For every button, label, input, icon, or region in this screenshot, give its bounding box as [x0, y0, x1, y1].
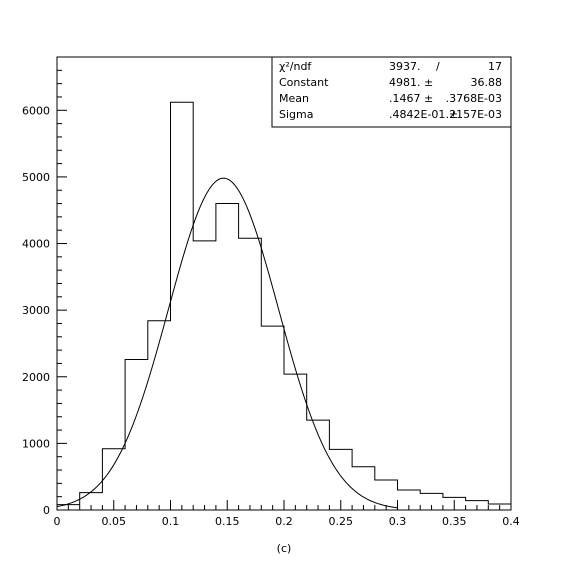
x-tick-label: 0.05 [102, 515, 127, 528]
histogram-bin [171, 102, 194, 510]
stats-error: .2157E-03 [446, 108, 502, 121]
stats-separator: / [436, 60, 440, 73]
histogram-bin [216, 204, 239, 510]
x-tick-label: 0 [54, 515, 61, 528]
x-tick-label: 0.35 [442, 515, 467, 528]
stats-label: Sigma [279, 108, 313, 121]
x-tick-label: 0.2 [275, 515, 293, 528]
stats-label: Mean [279, 92, 309, 105]
histogram-bin [193, 241, 216, 510]
y-tick-label: 5000 [22, 171, 50, 184]
histogram-bin [102, 449, 125, 510]
fit-stats-box: χ²/ndf 3937. / 17 Constant 4981. ± 36.88 Mean .1… [271, 56, 512, 128]
y-tick-label: 2000 [22, 371, 50, 384]
stats-value: .4842E-01 ± [389, 108, 458, 121]
histogram-bin [466, 501, 489, 510]
histogram-bin [80, 493, 103, 510]
histogram-bin [352, 467, 375, 510]
stats-box-frame [271, 56, 512, 128]
stats-label: χ²/ndf [279, 60, 312, 73]
stats-error: 36.88 [471, 76, 503, 89]
y-tick-label: 0 [43, 504, 50, 517]
stats-label: Constant [279, 76, 329, 89]
y-tick-label: 1000 [22, 437, 50, 450]
stats-value: 4981. ± [389, 76, 433, 89]
gaussian-fit [56, 177, 398, 509]
stats-error: 17 [488, 60, 502, 73]
y-tick-label: 4000 [22, 238, 50, 251]
x-tick-label: 0.4 [502, 515, 520, 528]
stats-error: .3768E-03 [446, 92, 502, 105]
histogram-bin [488, 504, 511, 510]
histogram-bin [420, 493, 443, 510]
y-tick-label: 6000 [22, 104, 50, 117]
stats-value: 3937. [389, 60, 421, 73]
x-tick-label: 0.25 [329, 515, 354, 528]
axes: 0 0.05 0.1 0.15 0.2 0.25 0.3 0.35 0.4 0 1000 2000 30… [22, 56, 520, 528]
histogram-outline [56, 101, 512, 510]
histogram [56, 101, 512, 510]
x-tick-label: 0.1 [162, 515, 180, 528]
histogram-bin [398, 490, 421, 510]
histogram-bin [148, 321, 171, 510]
stats-value: .1467 ± [389, 92, 433, 105]
histogram-bin [261, 326, 284, 510]
histogram-bin [239, 238, 262, 510]
histogram-bin [443, 497, 466, 510]
x-tick-label: 0.3 [389, 515, 407, 528]
x-tick-label: 0.15 [215, 515, 240, 528]
histogram-bin [329, 449, 352, 510]
fit-curve [56, 177, 398, 509]
figure-caption: (c) [277, 542, 292, 555]
y-tick-label: 3000 [22, 304, 50, 317]
